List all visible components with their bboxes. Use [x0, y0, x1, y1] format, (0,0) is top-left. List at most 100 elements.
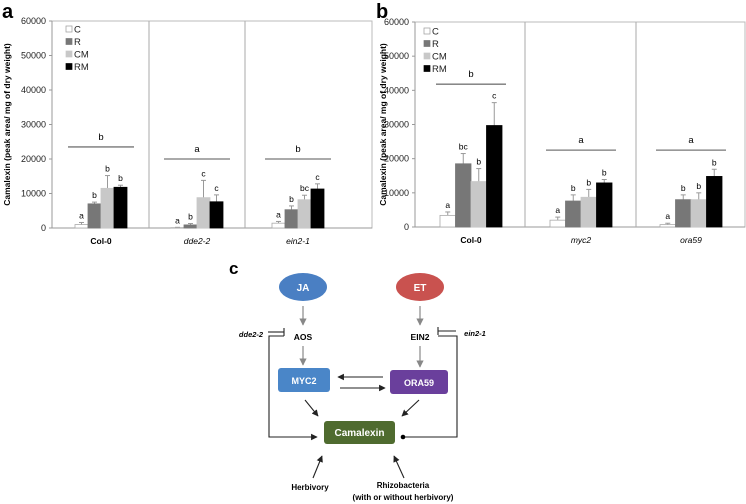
- legend-swatch-c: [65, 25, 73, 33]
- et-node: [396, 273, 444, 301]
- bar-r: [675, 199, 692, 228]
- y-axis-label: Camalexin (peak area/ mg of dry weight): [2, 43, 12, 206]
- legend-swatch-cm: [423, 52, 431, 60]
- significance-letter: c: [315, 172, 320, 182]
- category-label: Col-0: [90, 236, 112, 246]
- bar-c: [439, 214, 456, 228]
- significance-letter: b: [289, 194, 294, 204]
- significance-letter: c: [214, 183, 219, 193]
- bar-rm: [209, 201, 224, 229]
- camalexin-label: Camalexin: [334, 428, 384, 439]
- bar-r: [455, 163, 472, 228]
- y-tick-label: 30000: [384, 120, 409, 130]
- bar-cm: [580, 196, 597, 228]
- significance-letter: a: [445, 200, 450, 210]
- legend-swatch-rm: [423, 65, 431, 72]
- bar-rm: [706, 176, 723, 228]
- bar-cm: [690, 199, 707, 228]
- category-label: ora59: [680, 235, 702, 245]
- group-letter: a: [194, 144, 200, 155]
- legend-label-rm: RM: [432, 64, 447, 75]
- significance-letter: b: [476, 157, 481, 167]
- arrow-ora59-camalexin: [401, 399, 420, 417]
- camalexin-node: [324, 421, 395, 444]
- significance-letter: a: [175, 215, 180, 225]
- bar-cm: [100, 187, 115, 229]
- y-tick-label: 10000: [21, 189, 46, 199]
- bar-r: [565, 200, 582, 228]
- chart-a: 0 10000 20000 30000 40000 50000 60000 Camalexin…: [2, 16, 373, 246]
- significance-letter: b: [105, 164, 110, 174]
- y-tick-label: 20000: [384, 154, 409, 164]
- arrow-rhizobacteria: [393, 455, 405, 479]
- ja-label: JA: [297, 283, 310, 294]
- bar-c: [271, 222, 286, 229]
- category-label: Col-0: [460, 235, 482, 245]
- bar-rm: [310, 188, 325, 229]
- inhibition-ein2-1: [405, 327, 458, 438]
- bar-r: [87, 203, 102, 229]
- significance-letter: b: [712, 157, 717, 167]
- y-tick-label: 30000: [21, 120, 46, 130]
- significance-letter: b: [696, 181, 701, 191]
- legend-label-r: R: [74, 37, 81, 48]
- y-tick-label: 50000: [21, 51, 46, 61]
- dot-ein2-camalexin: [400, 434, 406, 440]
- legend-label-r: R: [432, 39, 439, 50]
- mutant-ein2-1-label: ein2-1: [464, 329, 486, 338]
- arrow-myc2-camalexin: [304, 399, 319, 417]
- significance-letter: a: [276, 209, 281, 219]
- category-label: dde2-2: [184, 236, 211, 246]
- bar-rm: [486, 125, 503, 228]
- et-label: ET: [414, 283, 427, 294]
- ja-node: [279, 273, 327, 301]
- y-tick-label: 50000: [384, 51, 409, 61]
- bar-cm: [470, 181, 487, 228]
- bar-r: [284, 209, 299, 229]
- y-tick-label: 0: [41, 223, 46, 233]
- significance-letter: b: [118, 173, 123, 183]
- bar-rm: [113, 186, 128, 229]
- inhibition-dde2-2: [268, 328, 318, 441]
- legend-swatch-cm: [65, 50, 73, 58]
- aos-label: AOS: [294, 332, 313, 342]
- bar-c: [549, 219, 566, 228]
- significance-letter: bc: [459, 142, 469, 152]
- panel-label-a: a: [2, 1, 14, 23]
- legend-label-rm: RM: [74, 62, 89, 73]
- significance-letter: a: [555, 205, 560, 215]
- category-label: myc2: [571, 235, 592, 245]
- significance-letter: b: [586, 177, 591, 187]
- y-tick-label: 60000: [384, 17, 409, 27]
- significance-letter: b: [188, 212, 193, 222]
- group-letter: b: [468, 69, 473, 80]
- group-letter: b: [295, 144, 300, 155]
- category-label: ein2-1: [286, 236, 310, 246]
- y-tick-label: 10000: [384, 188, 409, 198]
- rhizobacteria-label: Rhizobacteria: [377, 481, 430, 490]
- legend-swatch-r: [65, 38, 73, 45]
- legend-swatch-c: [423, 27, 431, 35]
- chart-b: 0 10000 20000 30000 40000 50000 60000 Camalexin…: [378, 17, 746, 245]
- ora59-node: [390, 370, 448, 394]
- significance-letter: b: [681, 183, 686, 193]
- panel-label-b: b: [376, 1, 388, 23]
- y-tick-label: 40000: [384, 85, 409, 95]
- ein2-label: EIN2: [411, 332, 430, 342]
- myc2-node: [278, 368, 330, 392]
- mutant-dde2-2-label: dde2-2: [239, 330, 264, 339]
- legend-swatch-r: [423, 40, 431, 47]
- y-tick-label: 0: [404, 222, 409, 232]
- legend-swatch-rm: [65, 63, 73, 70]
- myc2-label: MYC2: [291, 376, 316, 386]
- legend-label-c: C: [432, 27, 439, 38]
- group-letter: a: [578, 135, 584, 146]
- significance-letter: c: [492, 91, 497, 101]
- group-letter: a: [688, 135, 694, 146]
- y-tick-label: 20000: [21, 154, 46, 164]
- bar-c: [659, 224, 676, 228]
- significance-letter: a: [665, 211, 670, 221]
- significance-letter: b: [571, 183, 576, 193]
- significance-letter: c: [201, 168, 206, 178]
